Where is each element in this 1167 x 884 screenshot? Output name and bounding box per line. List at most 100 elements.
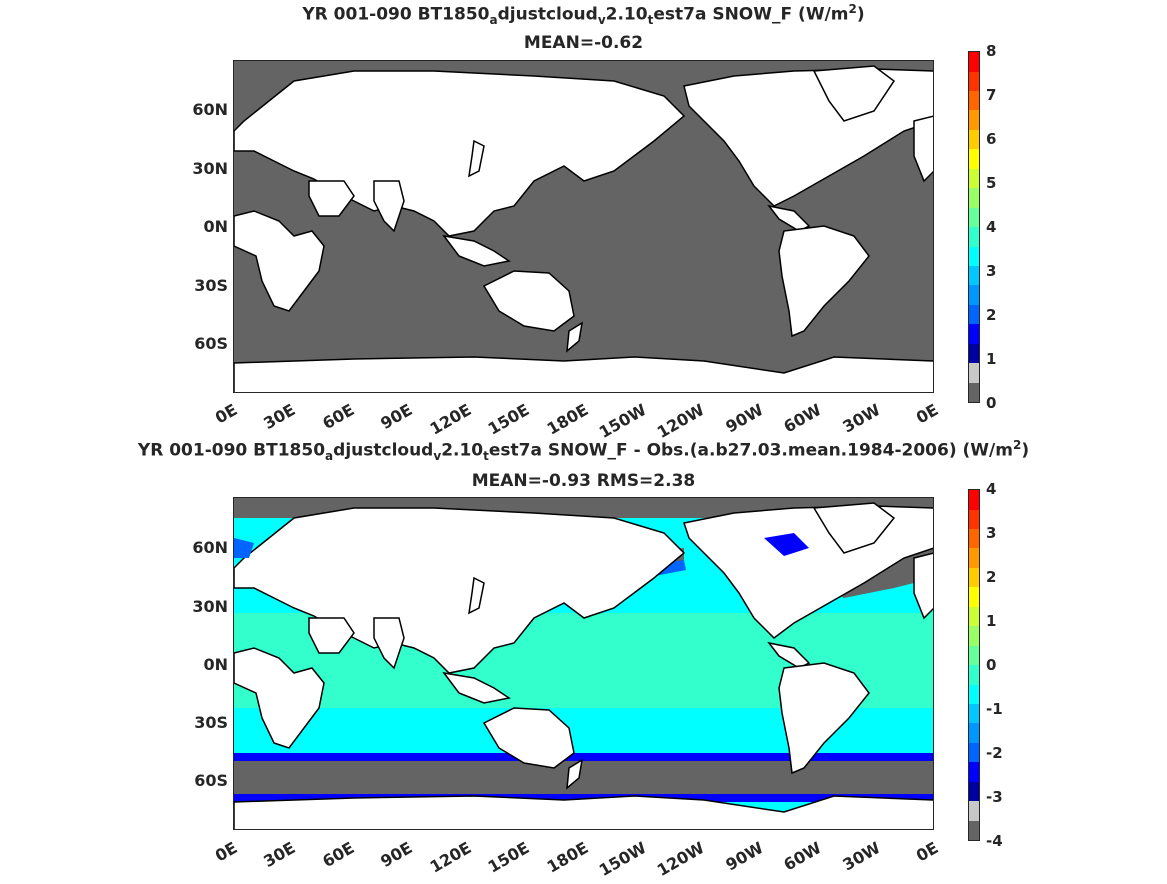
panel1-colorbar-segment — [969, 304, 979, 325]
panel2-colorbar-label: 2 — [986, 568, 997, 586]
panel2-colorbar-segment — [969, 509, 979, 529]
panel1-land-svg — [234, 65, 933, 392]
panel1-colorbar-label: 5 — [986, 174, 997, 192]
arabia — [308, 180, 355, 217]
panel1-colorbar-segment — [969, 110, 979, 130]
panel2-map — [233, 497, 934, 830]
panel2-colorbar-label: -1 — [986, 700, 1003, 718]
panel1-colorbar-segment — [969, 129, 979, 150]
panel2-lat-label-30n: 30N — [192, 597, 228, 616]
panel1-colorbar-segment — [969, 285, 979, 305]
africa — [234, 647, 325, 749]
new-zealand — [566, 321, 584, 353]
japan — [468, 139, 485, 178]
panel2-colorbar-segment — [969, 762, 979, 782]
arctic-blue-patch — [234, 538, 254, 558]
panel1-colorbar-segment — [969, 363, 979, 383]
panel2-colorbar-label: 3 — [986, 524, 997, 542]
antarctica — [234, 795, 933, 829]
india — [373, 180, 405, 233]
panel1-map — [233, 60, 934, 393]
panel2-lat-label-30s: 30S — [194, 713, 228, 732]
panel1-colorbar-label: 4 — [986, 218, 997, 236]
panel2-lat-label-60n: 60N — [192, 538, 228, 557]
panel1-lat-label-60n: 60N — [192, 100, 228, 119]
panel1-colorbar-segment — [969, 91, 979, 111]
panel2-colorbar-segment — [969, 490, 979, 510]
panel2-colorbar-label: -2 — [986, 744, 1003, 762]
panel2-lon-label: 30W — [839, 838, 884, 875]
panel2-field-svg — [234, 498, 933, 829]
panel2-colorbar-segment — [969, 665, 979, 685]
panel2-lon-label: 30E — [260, 838, 299, 872]
panel2-colorbar-segment — [969, 742, 979, 763]
north-america — [683, 68, 933, 207]
panel1-lat-label-30s: 30S — [194, 276, 228, 295]
panel1-colorbar-segment — [969, 168, 979, 189]
panel2-colorbar-segment — [969, 801, 979, 821]
panel1-colorbar-label: 2 — [986, 306, 997, 324]
panel2-lon-label: 60E — [319, 838, 358, 872]
greenland — [812, 502, 896, 554]
australia — [482, 270, 575, 332]
panel2-colorbar-segment — [969, 684, 979, 704]
panel1-colorbar-segment — [969, 343, 979, 364]
panel2-colorbar-segment — [969, 567, 979, 588]
panel2-title: YR 001-090 BT1850adjustcloudv2.10test7a … — [137, 438, 1030, 464]
europe-west — [913, 552, 933, 620]
india — [373, 617, 405, 670]
eurasia — [234, 70, 686, 237]
panel2-lon-label: 150E — [484, 838, 533, 877]
panel1-colorbar-label: 1 — [986, 350, 997, 368]
panel2-colorbar-segment — [969, 723, 979, 743]
greenland — [812, 65, 896, 122]
panel1-colorbar-label: 0 — [986, 394, 997, 412]
panel2-lon-label: 0E — [211, 838, 241, 866]
panel1-colorbar-label: 6 — [986, 130, 997, 148]
panel1-colorbar-segment — [969, 149, 979, 169]
hudson-bay-blue — [764, 533, 809, 556]
panel2-lon-label: 90E — [377, 838, 416, 872]
panel1-colorbar-segment — [969, 207, 979, 228]
panel2-lon-label: 0E — [912, 838, 942, 866]
panel2-colorbar-segment — [969, 587, 979, 607]
panel2-colorbar-segment — [969, 606, 979, 627]
panel2-lon-label: 150W — [595, 838, 650, 880]
panel2-lon-label: 90W — [722, 838, 767, 875]
arabia — [308, 617, 355, 654]
panel2-colorbar-segment — [969, 645, 979, 666]
panel2-lon-label: 60W — [780, 838, 825, 875]
panel1-colorbar-segment — [969, 324, 979, 344]
panel2-colorbar-label: 1 — [986, 612, 997, 630]
panel2-colorbar-label: 4 — [986, 480, 997, 498]
panel2-colorbar-segment — [969, 703, 979, 724]
panel1-lat-label-0n: 0N — [203, 217, 228, 236]
panel2-lon-label: 120W — [654, 838, 708, 880]
panel2-colorbar-segment — [969, 781, 979, 802]
panel2-colorbar-segment — [969, 548, 979, 568]
panel2-colorbar-label: -3 — [986, 788, 1003, 806]
panel1-colorbar-label: 3 — [986, 262, 997, 280]
panel1-colorbar-segment — [969, 227, 979, 247]
panel2-colorbar — [968, 489, 980, 841]
panel1-colorbar-segment — [969, 246, 979, 266]
southern-ocean-band — [234, 761, 933, 796]
panel2-colorbar-label: 0 — [986, 656, 997, 674]
panel2-lon-label: 180E — [543, 838, 591, 877]
indonesia — [442, 671, 511, 704]
panel2-subtitle: MEAN=-0.93 RMS=2.38 — [471, 471, 696, 491]
panel1-lat-label-60s: 60S — [194, 334, 228, 353]
panel1-colorbar — [968, 51, 980, 403]
south-america — [778, 662, 870, 775]
panel1-colorbar-segment — [969, 265, 979, 286]
panel1-colorbar-label: 7 — [986, 86, 997, 104]
south-america — [778, 225, 870, 338]
australia — [482, 707, 575, 769]
panel1-subtitle: MEAN=-0.62 — [523, 33, 644, 53]
central-america — [767, 204, 811, 232]
africa — [234, 210, 325, 312]
panel1-colorbar-segment — [969, 382, 979, 402]
panel2-lat-label-60s: 60S — [194, 771, 228, 790]
panel1-colorbar-label: 8 — [986, 42, 997, 60]
panel1-title: YR 001-090 BT1850adjustcloudv2.10test7a … — [302, 2, 865, 28]
